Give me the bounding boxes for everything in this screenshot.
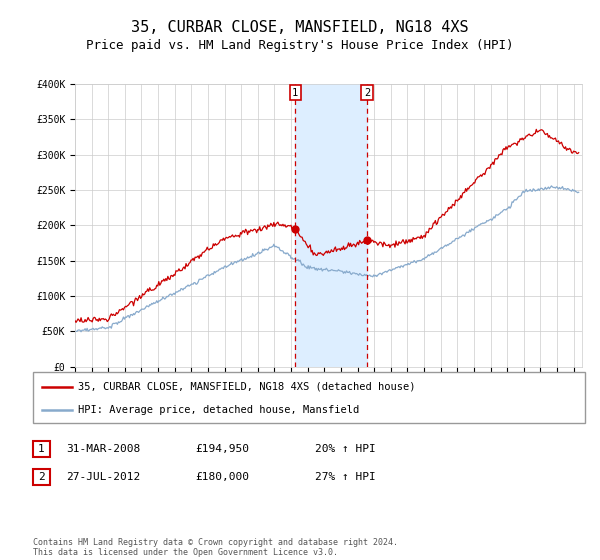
Text: HPI: Average price, detached house, Mansfield: HPI: Average price, detached house, Mans… — [78, 405, 359, 415]
Text: Price paid vs. HM Land Registry's House Price Index (HPI): Price paid vs. HM Land Registry's House … — [86, 39, 514, 52]
Text: £180,000: £180,000 — [195, 472, 249, 482]
Bar — [295, 84, 367, 367]
Text: 1: 1 — [292, 87, 298, 97]
Text: 1: 1 — [38, 444, 45, 454]
Text: 31-MAR-2008: 31-MAR-2008 — [66, 444, 140, 454]
Text: £194,950: £194,950 — [195, 444, 249, 454]
Text: 2: 2 — [364, 87, 370, 97]
Text: 20% ↑ HPI: 20% ↑ HPI — [315, 444, 376, 454]
Text: 27% ↑ HPI: 27% ↑ HPI — [315, 472, 376, 482]
Text: 35, CURBAR CLOSE, MANSFIELD, NG18 4XS: 35, CURBAR CLOSE, MANSFIELD, NG18 4XS — [131, 20, 469, 35]
Text: 2: 2 — [38, 472, 45, 482]
Text: 35, CURBAR CLOSE, MANSFIELD, NG18 4XS (detached house): 35, CURBAR CLOSE, MANSFIELD, NG18 4XS (d… — [78, 381, 415, 391]
Text: Contains HM Land Registry data © Crown copyright and database right 2024.
This d: Contains HM Land Registry data © Crown c… — [33, 538, 398, 557]
Text: 27-JUL-2012: 27-JUL-2012 — [66, 472, 140, 482]
